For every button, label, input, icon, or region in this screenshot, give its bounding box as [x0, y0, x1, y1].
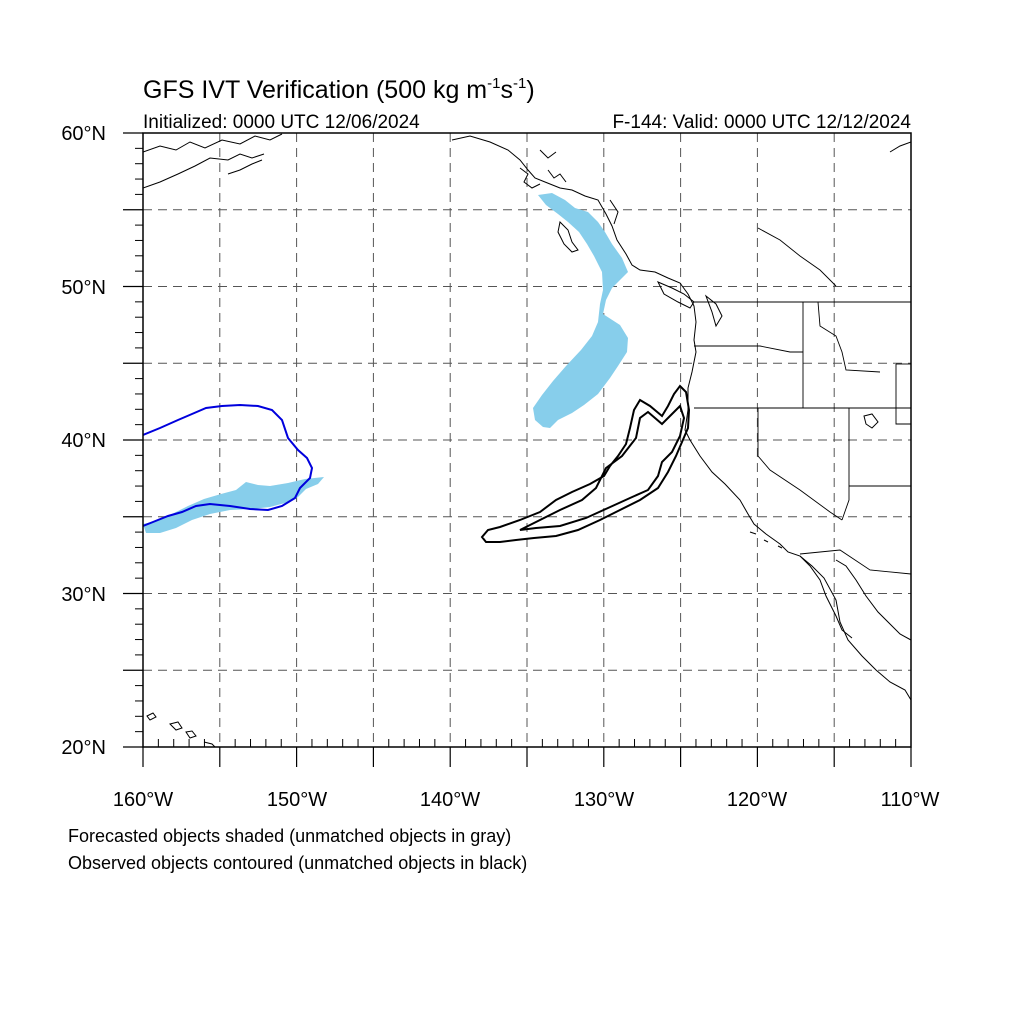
- footnote-observed: Observed objects contoured (unmatched ob…: [68, 853, 527, 873]
- latitude-labels: 60°N 50°N 40°N 30°N 20°N: [61, 123, 106, 759]
- lon-label-120w: 120°W: [727, 789, 787, 811]
- forecast-object-subtropical: [143, 477, 324, 533]
- lat-label-20n: 20°N: [61, 737, 106, 759]
- forecast-object-coastal-ar: [533, 193, 628, 428]
- map-title: GFS IVT Verification (500 kg m-1s-1): [143, 75, 535, 104]
- initialized-label: Initialized: 0000 UTC 12/06/2024: [143, 112, 420, 133]
- valid-time-label: F-144: Valid: 0000 UTC 12/12/2024: [612, 112, 911, 133]
- lon-label-110w: 110°W: [881, 789, 940, 811]
- lat-label-40n: 40°N: [61, 430, 106, 452]
- lon-label-160w: 160°W: [113, 789, 173, 811]
- lat-label-60n: 60°N: [61, 123, 106, 145]
- lon-label-130w: 130°W: [574, 789, 634, 811]
- lon-label-150w: 150°W: [267, 789, 327, 811]
- lon-label-140w: 140°W: [420, 789, 480, 811]
- observed-object-unmatched-coastal: [480, 384, 691, 543]
- observed-objects: [143, 384, 691, 543]
- lat-label-30n: 30°N: [61, 584, 106, 606]
- axis-ticks: [123, 132, 912, 767]
- forecast-objects: [143, 193, 628, 533]
- longitude-labels: 160°W 150°W 140°W 130°W 120°W 110°W: [113, 789, 940, 811]
- lat-lon-grid: [143, 133, 911, 747]
- footnote-forecast: Forecasted objects shaded (unmatched obj…: [68, 826, 511, 846]
- lat-label-50n: 50°N: [61, 277, 106, 299]
- observed-object-matched-subtropical: [143, 403, 314, 527]
- coastlines-and-borders: [143, 133, 911, 747]
